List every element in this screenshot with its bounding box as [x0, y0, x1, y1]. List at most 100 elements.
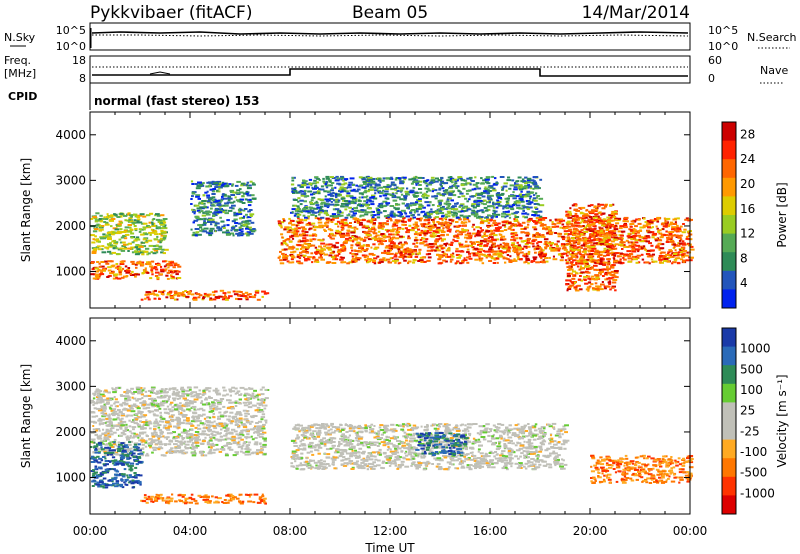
echo-cell [634, 239, 640, 242]
echo-cell [389, 194, 393, 196]
echo-cell [470, 212, 475, 215]
echo-cell [440, 182, 446, 185]
echo-cell [425, 223, 430, 226]
echo-cell [509, 259, 514, 262]
echo-cell [430, 208, 433, 211]
echo-cell [506, 215, 509, 218]
echo-cell [400, 189, 404, 192]
echo-cell [130, 228, 134, 231]
echo-cell [496, 195, 501, 198]
echo-cell [479, 227, 482, 229]
echo-cell [480, 242, 483, 245]
echo-cell [589, 247, 593, 250]
echo-cell [635, 261, 639, 264]
echo-cell [156, 278, 160, 281]
echo-cell [666, 260, 671, 263]
echo-cell [366, 232, 371, 235]
echo-cell [234, 184, 239, 187]
echo-cell [471, 213, 475, 216]
echo-cell [342, 242, 347, 245]
echo-cell [666, 236, 670, 239]
echo-cell [439, 212, 445, 214]
echo-cell [376, 187, 380, 190]
echo-cell [249, 184, 252, 187]
echo-cell [567, 269, 571, 271]
echo-cell [606, 224, 609, 227]
echo-cell [687, 242, 691, 245]
echo-cell [670, 236, 674, 239]
echo-cell [306, 186, 310, 189]
echo-cell [374, 237, 380, 240]
echo-cell [596, 260, 599, 263]
echo-cell [303, 256, 306, 258]
echo-cell [441, 187, 445, 190]
echo-cell [92, 216, 97, 218]
echo-cell [339, 214, 344, 217]
echo-cell [377, 179, 382, 182]
echo-cell [158, 239, 163, 242]
echo-cell [363, 231, 369, 234]
echo-cell [320, 242, 326, 245]
echo-cell [680, 246, 686, 249]
echo-cell [393, 224, 399, 227]
echo-cell [208, 218, 214, 221]
echo-cell [138, 228, 142, 231]
echo-cell [380, 260, 384, 263]
echo-cell [353, 209, 359, 212]
echo-cell [382, 177, 386, 180]
echo-cell [604, 273, 608, 276]
echo-cell [610, 273, 615, 276]
echo-cell [95, 226, 98, 229]
echo-cell [487, 226, 490, 229]
echo-cell [550, 247, 556, 249]
echo-cell [163, 265, 167, 268]
echo-cell [171, 271, 175, 274]
echo-cell [657, 247, 660, 250]
echo-cell [377, 224, 381, 227]
echo-cell [474, 210, 479, 213]
echo-cell [623, 245, 626, 248]
echo-cell [613, 254, 617, 257]
echo-cell [156, 248, 162, 251]
echo-cell [202, 297, 205, 300]
echo-cell [634, 225, 638, 228]
echo-cell [392, 236, 396, 239]
echo-cell [386, 253, 391, 255]
echo-cell [124, 219, 127, 222]
echo-cell [124, 395, 130, 398]
echo-cell [202, 206, 208, 209]
echo-cell [497, 226, 502, 229]
echo-cell [120, 212, 124, 215]
echo-cell [455, 235, 459, 238]
echo-cell [477, 187, 482, 190]
echo-cell [499, 230, 504, 233]
echo-cell [592, 230, 595, 233]
echo-cell [330, 200, 333, 203]
echo-cell [639, 229, 642, 232]
echo-cell [295, 248, 299, 251]
echo-cell [580, 206, 586, 209]
echo-cell [155, 251, 159, 254]
echo-cell [280, 242, 285, 245]
echo-cell [283, 228, 289, 231]
echo-cell [501, 224, 506, 227]
echo-cell [491, 245, 496, 248]
echo-cell [94, 219, 100, 222]
echo-cell [351, 252, 355, 255]
echo-cell [596, 215, 600, 218]
echo-region [90, 212, 169, 256]
echo-cell [619, 225, 625, 228]
echo-cell [454, 182, 458, 185]
echo-cell [130, 421, 135, 423]
echo-cell [522, 206, 527, 209]
echo-cell [572, 275, 575, 278]
echo-cell [609, 226, 612, 229]
echo-cell [198, 294, 203, 297]
echo-cell [339, 211, 344, 214]
echo-cell [423, 260, 427, 263]
echo-cell [493, 211, 496, 214]
echo-cell [642, 245, 646, 248]
echo-cell [567, 213, 572, 216]
echo-cell [558, 218, 563, 221]
echo-cell [148, 231, 152, 234]
